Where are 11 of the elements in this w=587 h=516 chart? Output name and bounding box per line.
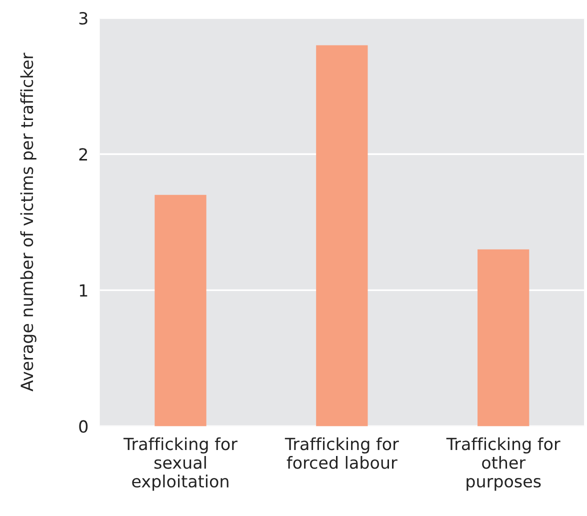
bar bbox=[154, 194, 206, 426]
bar bbox=[478, 249, 530, 426]
x-tick-label: Trafficking for forced labour bbox=[284, 437, 399, 469]
x-tick-label: Trafficking for other purposes bbox=[446, 437, 560, 491]
y-tick-label: 1 bbox=[80, 284, 88, 296]
y-tick-label: 0 bbox=[79, 420, 88, 433]
y-tick-label: 2 bbox=[79, 148, 88, 160]
y-axis-title: Average number of victims per trafficker bbox=[20, 52, 36, 392]
bar bbox=[316, 45, 368, 426]
y-tick-label: 3 bbox=[79, 12, 88, 25]
x-tick-label: Trafficking for sexual exploitation bbox=[123, 437, 238, 491]
